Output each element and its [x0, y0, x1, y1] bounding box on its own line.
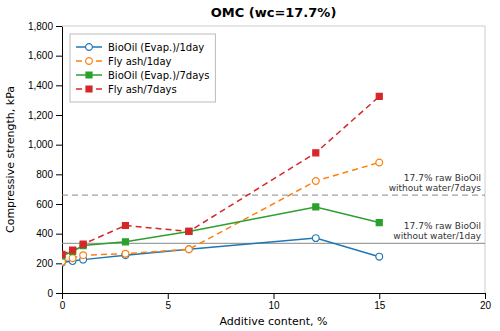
- marker: [80, 252, 87, 259]
- legend-marker: [86, 44, 93, 51]
- x-tick: 20: [480, 293, 492, 311]
- x-tick-mark: [168, 293, 169, 299]
- marker: [376, 253, 383, 260]
- y-tick-mark: [56, 263, 62, 264]
- legend-marker: [86, 72, 92, 78]
- x-tick-label: 10: [268, 300, 280, 311]
- legend-label: Fly ash/7days: [108, 84, 177, 95]
- legend: BioOil (Evap.)/1day Fly ash/1day BioOil (E…: [70, 34, 215, 102]
- x-axis: 0 5 10 15 20: [60, 293, 492, 311]
- x-tick: 15: [374, 293, 386, 311]
- data-area: [62, 93, 485, 266]
- chart: 0510152002004006008001,0001,2001,4001,60…: [0, 0, 500, 331]
- legend-label: BioOil (Evap.)/7days: [108, 70, 209, 81]
- legend-item: BioOil (Evap.)/1day: [76, 42, 204, 53]
- y-tick-mark: [56, 115, 62, 116]
- x-tick-mark: [485, 293, 486, 299]
- marker: [312, 178, 319, 185]
- reference-label: 17.7% raw BioOilwithout water/1day: [393, 221, 481, 241]
- x-tick-label: 0: [60, 300, 66, 311]
- legend-item: BioOil (Evap.)/7days: [76, 70, 209, 81]
- reference-label: 17.7% raw BioOilwithout water/7days: [389, 173, 482, 193]
- legend-item: Fly ash/1day: [76, 56, 172, 67]
- y-tick: 1,000: [28, 139, 62, 150]
- y-tick-mark: [56, 26, 62, 27]
- series-line: [62, 238, 379, 262]
- marker: [122, 223, 128, 229]
- y-tick-label: 1,600: [28, 50, 53, 61]
- series-line: [62, 96, 379, 254]
- y-tick-label: 200: [36, 258, 53, 269]
- x-tick: 10: [268, 293, 280, 311]
- marker: [186, 246, 193, 253]
- y-tick: 400: [36, 228, 62, 239]
- marker: [186, 246, 193, 253]
- reference-line: [62, 195, 485, 196]
- marker: [312, 235, 319, 242]
- legend-box: [70, 34, 215, 102]
- marker: [70, 247, 76, 253]
- y-tick-mark: [56, 174, 62, 175]
- y-tick-label: 600: [36, 199, 53, 210]
- plot: 0510152002004006008001,0001,2001,4001,60…: [28, 21, 492, 311]
- legend-marker: [86, 58, 93, 65]
- y-tick-label: 1,000: [28, 139, 53, 150]
- series-line: [62, 207, 379, 256]
- y-tick-label: 800: [36, 169, 53, 180]
- marker: [376, 93, 382, 99]
- marker: [80, 241, 86, 247]
- x-tick-label: 15: [374, 300, 386, 311]
- y-tick: 200: [36, 258, 62, 269]
- marker: [313, 150, 319, 156]
- y-tick-label: 1,200: [28, 110, 53, 121]
- y-tick: 1,400: [28, 80, 62, 91]
- y-tick-mark: [56, 85, 62, 86]
- frame: [485, 26, 486, 293]
- frame: [62, 26, 485, 27]
- y-tick-label: 400: [36, 228, 53, 239]
- y-tick: 800: [36, 169, 62, 180]
- x-axis-label: Additive content, %: [219, 315, 327, 328]
- x-axis-line: [63, 294, 486, 300]
- y-tick: 1,200: [28, 110, 62, 121]
- y-axis: 0 200 400 600 800 1,000 1,200 1,400 1,600 1,800: [28, 21, 63, 299]
- legend-item: Fly ash/7days: [76, 84, 177, 95]
- y-tick: 600: [36, 199, 62, 210]
- x-tick: 5: [165, 293, 171, 311]
- y-tick-mark: [56, 56, 62, 57]
- x-tick-label: 5: [165, 300, 171, 311]
- marker: [62, 259, 65, 266]
- title: OMC (wc=17.7%): [211, 5, 337, 20]
- y-tick-mark: [56, 234, 62, 235]
- marker: [376, 220, 382, 226]
- x-tick-label: 20: [480, 300, 492, 311]
- y-tick: 0: [47, 288, 62, 299]
- y-axis-line: [56, 27, 63, 294]
- marker: [69, 255, 76, 262]
- y-tick-mark: [56, 145, 62, 146]
- x-tick-mark: [274, 293, 275, 299]
- y-tick: 1,600: [28, 50, 62, 61]
- x-tick: 0: [60, 293, 66, 311]
- y-tick-label: 1,400: [28, 80, 53, 91]
- x-tick-mark: [379, 293, 380, 299]
- marker: [122, 239, 128, 245]
- y-axis-label: Compressive strength, kPa: [4, 86, 17, 233]
- y-tick-mark: [56, 293, 62, 294]
- marker: [186, 228, 192, 234]
- y-tick-mark: [56, 204, 62, 205]
- marker: [62, 251, 65, 257]
- legend-label: BioOil (Evap.)/1day: [108, 42, 204, 53]
- marker: [186, 228, 192, 234]
- legend-marker: [86, 86, 92, 92]
- marker: [122, 250, 129, 257]
- y-tick-label: 0: [47, 288, 53, 299]
- y-tick-label: 1,800: [28, 21, 53, 32]
- y-tick: 1,800: [28, 21, 62, 32]
- marker: [376, 159, 383, 166]
- legend-label: Fly ash/1day: [108, 56, 172, 67]
- marker: [313, 204, 319, 210]
